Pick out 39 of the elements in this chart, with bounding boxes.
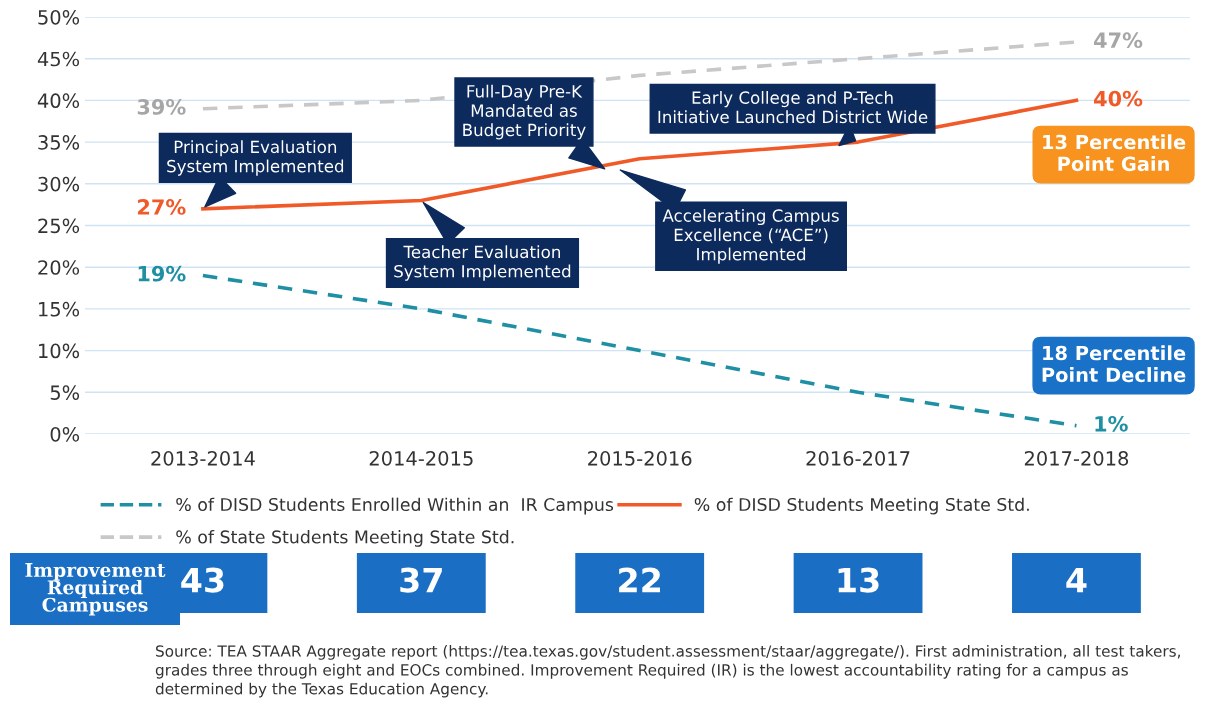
- legend-label: % of State Students Meeting State Std.: [176, 530, 514, 547]
- source-note: Source: TEA STAAR Aggregate report (https://tea.texas.gov/student.assessment/staar/aggregate/). First administration, all test takers, grades three through eight and EOCs combined. Improvement Required (IR) is the lowest accountability rating for a campus as determined by the Texas Education Agency.: [155, 645, 1180, 698]
- legend-label: % of DISD Students Enrolled Within an IR Campus: [176, 497, 614, 515]
- x-tick-label: 2013-2014: [151, 451, 255, 466]
- annotation: Full-Day Pre-K Mandated as Budget Priority: [463, 84, 586, 140]
- data-label: 4: [1066, 567, 1087, 593]
- text: Improvement Required Campuses: [25, 563, 166, 616]
- annotation: Principal Evaluation System Implemented: [167, 140, 344, 176]
- y-tick-label: 30%: [38, 176, 80, 192]
- annotation: Early College and P-Tech Initiative Launched District Wide: [658, 91, 928, 124]
- y-tick-label: 50%: [38, 9, 80, 25]
- y-tick-label: 0%: [50, 426, 80, 442]
- annotation: 18 Percentile Point Decline: [1042, 345, 1186, 383]
- data-label: 37: [400, 567, 442, 593]
- y-tick-label: 35%: [38, 135, 80, 150]
- data-label: 13: [838, 567, 879, 593]
- data-label: 27%: [138, 199, 186, 215]
- annotation: Teacher Evaluation System Implemented: [394, 245, 571, 281]
- y-tick-label: 10%: [39, 343, 80, 359]
- annotation: Accelerating Campus Excellence (“ACE”) Implemented: [662, 208, 839, 264]
- data-label: 1%: [1095, 415, 1128, 432]
- x-tick-label: 2016-2017: [806, 451, 910, 466]
- x-tick-label: 2015-2016: [588, 451, 692, 466]
- y-tick-label: 25%: [38, 218, 80, 234]
- y-tick-label: 40%: [37, 93, 80, 109]
- y-tick-label: 5%: [50, 385, 80, 400]
- y-tick-label: 15%: [39, 301, 80, 317]
- data-label: 22: [619, 567, 660, 593]
- data-label: 39%: [137, 99, 186, 115]
- data-label: 19%: [138, 265, 186, 282]
- data-label: 47%: [1094, 32, 1143, 49]
- annotation: 13 Percentile Point Gain: [1043, 134, 1186, 172]
- data-label: 40%: [1094, 90, 1143, 107]
- data-label: 43: [181, 567, 224, 593]
- y-tick-label: 45%: [37, 51, 80, 67]
- legend-label: % of DISD Students Meeting State Std.: [694, 497, 1029, 515]
- y-tick-label: 20%: [38, 260, 80, 275]
- x-tick-label: 2017-2018: [1024, 451, 1129, 466]
- x-tick-label: 2014-2015: [369, 451, 473, 466]
